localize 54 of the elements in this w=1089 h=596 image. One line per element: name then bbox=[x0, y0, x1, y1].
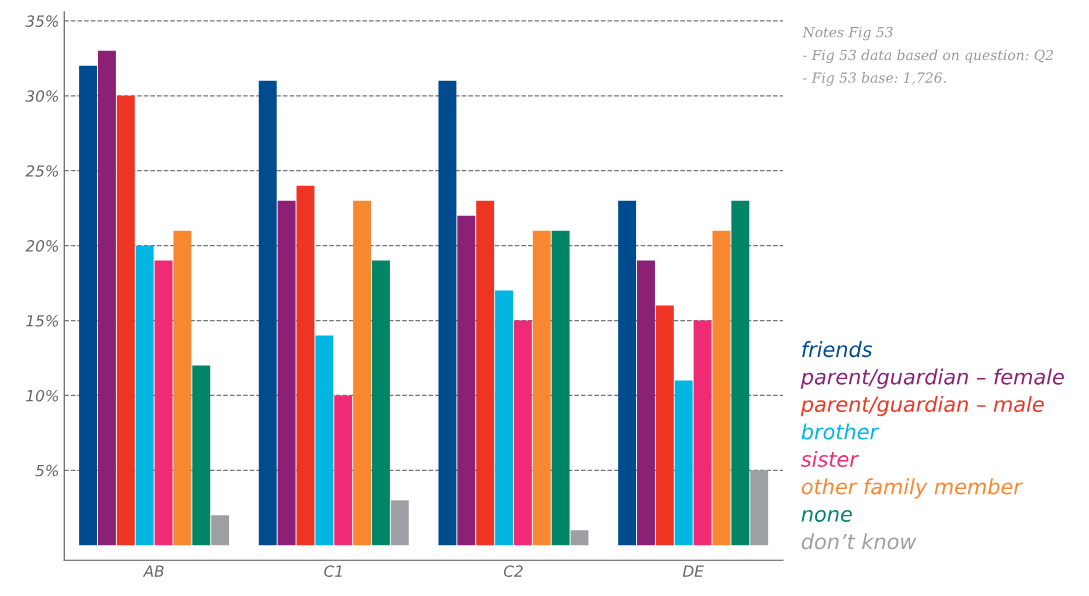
text: sister bbox=[801, 450, 859, 468]
bar bbox=[173, 230, 192, 546]
bar bbox=[513, 320, 532, 546]
bar bbox=[532, 230, 551, 546]
bar bbox=[353, 200, 372, 546]
bar bbox=[277, 200, 296, 546]
text: friends bbox=[802, 341, 873, 358]
bar bbox=[192, 365, 211, 546]
bar bbox=[476, 200, 495, 546]
bar bbox=[693, 320, 712, 546]
bar bbox=[618, 200, 637, 546]
x-tick-label: DE bbox=[682, 565, 704, 577]
bar bbox=[315, 335, 334, 546]
bar bbox=[570, 530, 589, 546]
bar bbox=[495, 290, 513, 546]
text: parent/guardian – male bbox=[800, 395, 1044, 417]
x-tick-label: C1 bbox=[324, 565, 342, 577]
text: - Fig 53 base: 1,726. bbox=[803, 72, 946, 86]
bar bbox=[674, 380, 693, 546]
bar bbox=[551, 230, 570, 546]
bar bbox=[135, 245, 154, 546]
bar bbox=[457, 215, 476, 546]
bar bbox=[438, 80, 457, 546]
bar bbox=[637, 260, 655, 546]
x-tick-label: C2 bbox=[503, 565, 523, 577]
bar bbox=[334, 395, 353, 546]
bar bbox=[154, 260, 173, 546]
y-tick-label: 5% bbox=[35, 464, 58, 477]
bar bbox=[390, 500, 409, 546]
series-label: don’t know bbox=[801, 533, 917, 550]
y-tick-label: 15% bbox=[26, 315, 58, 327]
y-tick-label: 30% bbox=[25, 90, 58, 102]
bar bbox=[371, 260, 390, 546]
y-tick-label: 20% bbox=[25, 240, 58, 252]
text: - Fig 53 data based on question: Q2 bbox=[803, 49, 1054, 64]
bar bbox=[712, 230, 731, 546]
bar bbox=[79, 65, 98, 546]
text: other family member bbox=[801, 478, 1023, 499]
text: brother bbox=[801, 423, 880, 440]
text: parent/guardian – female bbox=[800, 368, 1064, 389]
bar bbox=[731, 200, 750, 546]
bar bbox=[116, 95, 135, 546]
y-tick-label: 25% bbox=[25, 165, 58, 177]
bar bbox=[258, 80, 277, 546]
bar bbox=[296, 185, 315, 546]
bar bbox=[97, 50, 116, 546]
y-tick-label: 10% bbox=[26, 389, 58, 402]
bar bbox=[750, 470, 769, 546]
text: none bbox=[801, 509, 852, 522]
x-tick-label: AB bbox=[142, 565, 164, 577]
bar bbox=[655, 305, 674, 546]
bar bbox=[211, 515, 230, 546]
y-tick-label: 35% bbox=[25, 15, 58, 27]
text: Notes Fig 53 bbox=[802, 26, 893, 41]
